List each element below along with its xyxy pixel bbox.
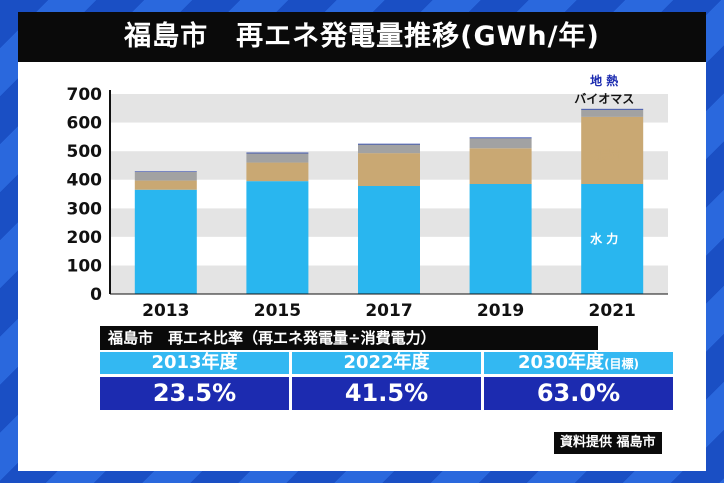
source-credit: 資料提供 福島市 <box>554 432 662 454</box>
ratio-column: 2022年度 41.5% <box>292 352 481 410</box>
y-tick-label: 400 <box>67 171 103 191</box>
bar-segment <box>581 184 644 294</box>
ratio-heading: 福島市 再エネ比率（再エネ発電量÷消費電力） <box>100 326 598 350</box>
bar-segment <box>134 180 197 190</box>
y-tick-label: 0 <box>90 285 102 305</box>
x-tick-label: 2019 <box>477 301 524 321</box>
grid-band <box>110 94 668 123</box>
ratio-year: 2022年度 <box>292 352 481 374</box>
bar-segment <box>469 138 532 149</box>
x-tick-label: 2015 <box>254 301 301 321</box>
y-tick-label: 200 <box>67 228 103 248</box>
bar-segment <box>469 148 532 184</box>
ratio-value: 41.5% <box>292 377 481 410</box>
chart-panel: 福島市 再エネ発電量推移(GWh/年) 0 100 200 300 400 500 600 7… <box>18 12 706 471</box>
series-label: 水 力 <box>590 231 618 246</box>
ratio-value: 63.0% <box>484 377 673 410</box>
x-tick-label: 2017 <box>365 301 412 321</box>
series-label: 地 熱 <box>590 73 618 88</box>
bar-segment <box>358 186 420 294</box>
bar-segment <box>469 184 532 294</box>
bar-segment <box>246 153 309 163</box>
ratio-table: 2013年度 23.5% 2022年度 41.5% 2030年度(目標) 63.… <box>100 352 673 410</box>
ratio-column: 2030年度(目標) 63.0% <box>484 352 673 410</box>
bar-segment <box>469 137 532 139</box>
bar-segment <box>246 152 309 154</box>
bar-segment <box>581 116 644 184</box>
ratio-value: 23.5% <box>100 377 289 410</box>
bar-segment <box>246 181 309 294</box>
bar-segment <box>134 171 197 172</box>
x-tick-label: 2013 <box>142 301 189 321</box>
ratio-column: 2013年度 23.5% <box>100 352 289 410</box>
bar-segment <box>134 189 197 294</box>
chart-title: 福島市 再エネ発電量推移(GWh/年) <box>18 12 706 62</box>
bar-segment <box>358 144 420 154</box>
bar-segment <box>581 109 644 117</box>
series-label: 太陽光 <box>586 146 622 161</box>
y-tick-label: 300 <box>67 199 103 219</box>
bar-segment <box>358 153 420 186</box>
series-label: バイオマス <box>574 92 634 106</box>
x-axis: 2013 2015 2017 2019 2021 <box>110 293 668 321</box>
bar-segment <box>246 162 309 182</box>
bar-segment <box>358 143 420 145</box>
series-labels: 水 力 太陽光 バイオマス 地 熱 <box>574 73 634 246</box>
bar-segment <box>581 108 644 110</box>
bar-segment <box>134 172 197 181</box>
bars-group <box>134 108 644 294</box>
y-axis: 0 100 200 300 400 500 600 700 <box>67 85 111 305</box>
y-tick-label: 100 <box>67 256 103 276</box>
y-tick-label: 600 <box>67 114 103 134</box>
ratio-year: 2013年度 <box>100 352 289 374</box>
x-tick-label: 2021 <box>589 301 636 321</box>
y-tick-label: 700 <box>67 85 103 105</box>
y-tick-label: 500 <box>67 142 103 162</box>
ratio-year: 2030年度(目標) <box>484 352 673 374</box>
